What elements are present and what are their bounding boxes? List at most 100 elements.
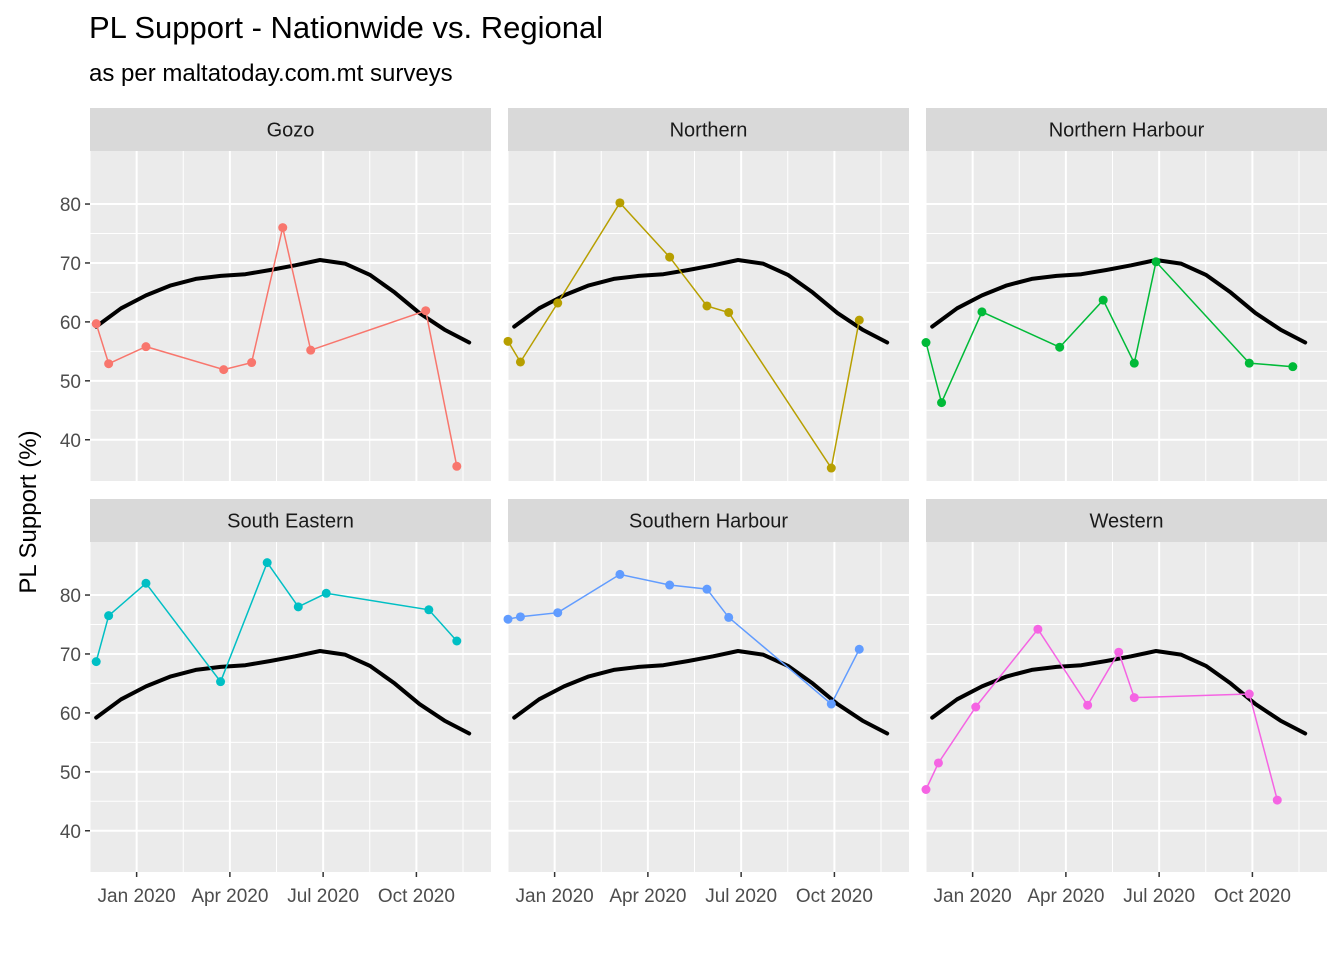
x-tick-label: Jul 2020 [705,886,777,907]
data-point [724,307,734,317]
facet-strip [90,108,491,151]
data-point [1083,700,1093,710]
data-point [921,785,931,794]
data-point [452,636,462,646]
x-tick-label: Jan 2020 [934,886,1012,907]
data-point [216,677,226,687]
facet-gozo: Gozo 40 50 60 70 80 [60,108,491,481]
facet-northern: Northern [503,108,909,481]
panel-background [90,542,491,872]
y-tick-label: 80 [60,586,81,607]
data-point [306,345,316,355]
facet-strip-label: Western [1089,511,1163,533]
facet-strip [926,499,1327,542]
panel-background [508,151,909,481]
data-point [1288,362,1298,372]
data-point [724,612,734,622]
facet-strip [926,108,1327,151]
y-axis-title: PL Support (%) [15,430,42,593]
data-point [702,584,712,594]
nationwide-trend-line [930,258,1308,345]
chart-title: PL Support - Nationwide vs. Regional [89,10,604,45]
facet-strip [90,499,491,542]
data-point [424,605,434,615]
x-tick-label: Jul 2020 [1123,886,1195,907]
facet-strip [508,499,909,542]
data-point [937,398,947,408]
data-point [515,612,525,622]
data-point [1244,689,1254,699]
data-point [854,315,864,325]
facet-strip-label: Northern Harbour [1049,120,1205,142]
y-tick-label: 50 [60,372,81,393]
nationwide-trend-line [94,258,472,345]
data-point [247,358,257,368]
facet-strip-label: Gozo [267,120,315,142]
data-point [421,306,431,316]
data-point [971,702,981,712]
data-point [321,588,331,598]
y-tick-label: 50 [60,763,81,784]
x-tick-label: Apr 2020 [609,886,686,907]
data-point [262,558,272,568]
data-point [1055,342,1065,352]
data-point [553,298,563,308]
data-point [826,463,836,473]
facet-strip-label: Southern Harbour [629,511,788,533]
panel-background [90,151,491,481]
data-point [141,342,151,352]
facet-southern-harbour: Southern Harbour Jan 2020 Apr 2020 Jul 2020… [503,499,909,907]
data-point [293,602,303,612]
data-point [702,301,712,311]
data-point [104,359,114,369]
x-tick-label: Jan 2020 [98,886,176,907]
data-point [826,699,836,709]
data-point [977,307,987,317]
data-point [141,578,151,588]
y-tick-label: 60 [60,704,81,725]
data-point [503,614,513,624]
x-tick-label: Oct 2020 [796,886,873,907]
data-point [1114,647,1124,657]
data-point [1244,358,1254,368]
facet-south-eastern: South Eastern 40 50 60 70 80 Jan 2020 Apr 2020 J… [60,499,491,907]
data-point [665,252,675,262]
facet-strip-label: Northern [670,120,748,142]
panel-background [926,151,1327,481]
y-tick-label: 70 [60,254,81,275]
panel-background [926,542,1327,872]
data-point [278,223,288,233]
nationwide-trend-line [512,649,890,736]
data-point [665,580,675,590]
y-tick-label: 60 [60,313,81,334]
data-point [615,198,625,208]
data-point [933,758,943,768]
data-point [1129,358,1139,368]
facet-strip [508,108,909,151]
data-point [615,569,625,579]
nationwide-trend-line [94,649,472,736]
nationwide-trend-line [512,258,890,345]
data-point [515,357,525,367]
x-tick-label: Oct 2020 [378,886,455,907]
data-point [104,611,114,621]
data-point [921,338,931,348]
chart-subtitle: as per maltatoday.com.mt surveys [89,60,453,87]
data-point [854,644,864,654]
data-point [1272,795,1282,805]
data-point [1033,624,1043,634]
data-point [553,608,563,618]
data-point [219,365,229,375]
x-tick-label: Apr 2020 [191,886,268,907]
y-tick-label: 80 [60,195,81,216]
data-point [1129,693,1139,703]
y-tick-label: 70 [60,645,81,666]
data-point [91,319,101,329]
facet-western: Western Jan 2020 Apr 2020 Jul 2020 Oct 2020 [921,499,1327,907]
data-point [1098,295,1108,305]
data-point [91,657,101,667]
facet-strip-label: South Eastern [227,511,354,533]
data-point [1151,257,1161,267]
x-tick-label: Apr 2020 [1027,886,1104,907]
